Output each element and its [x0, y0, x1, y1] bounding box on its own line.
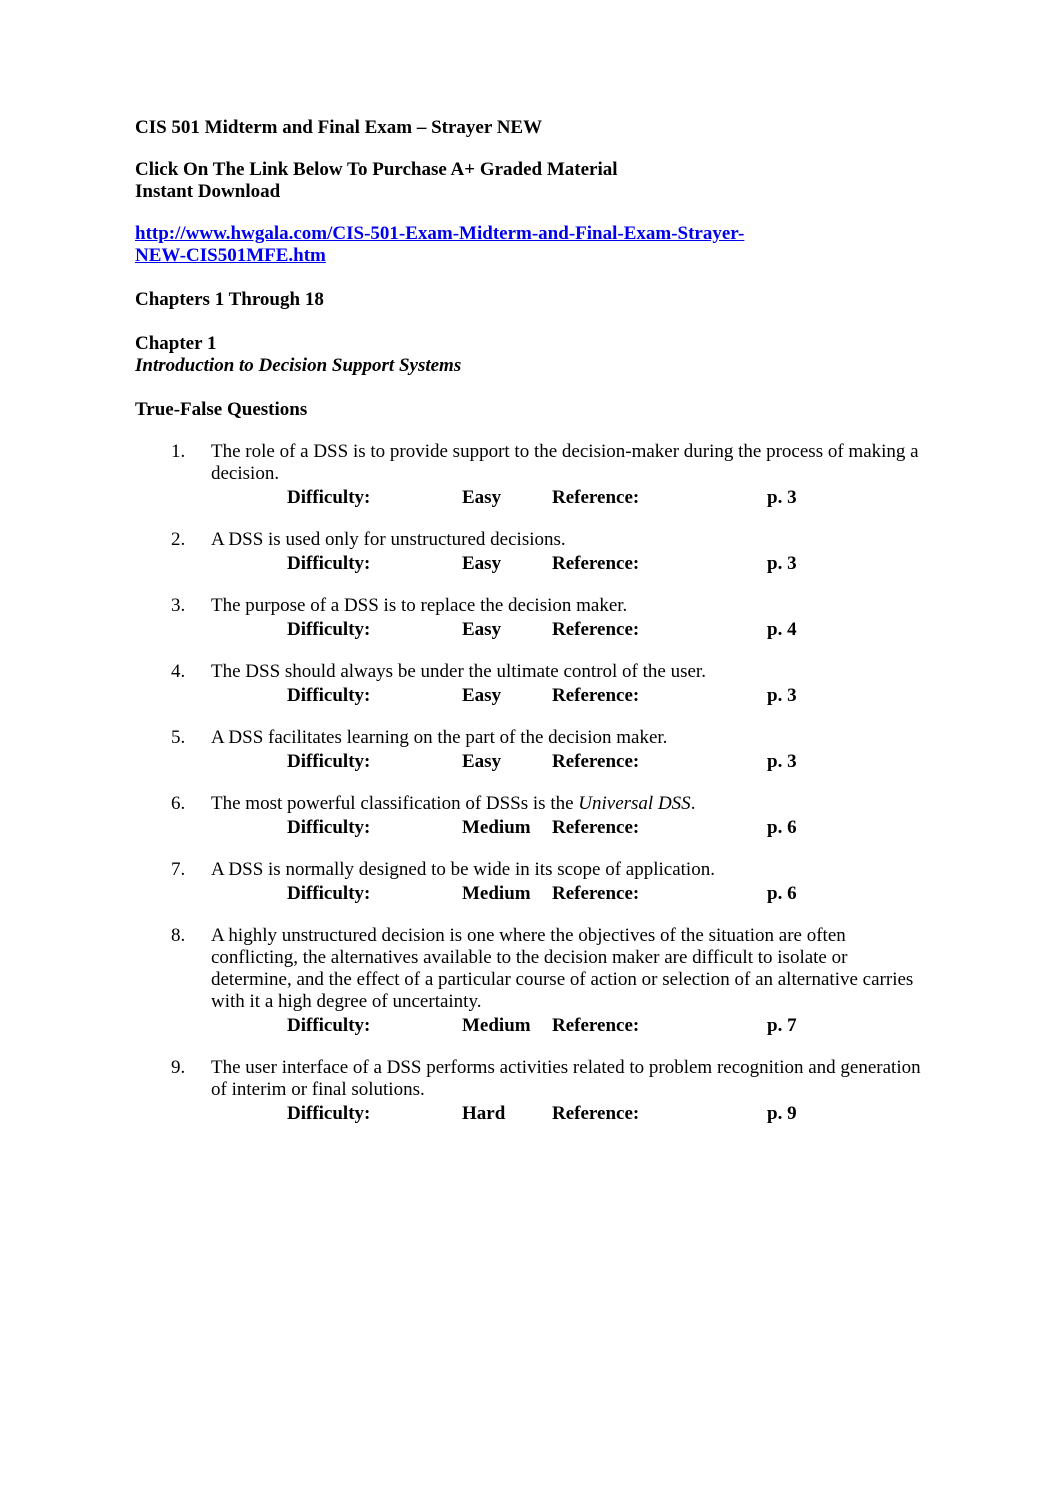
difficulty-label: Difficulty: — [287, 1015, 462, 1037]
question-text: A DSS facilitates learning on the part o… — [211, 727, 923, 749]
question-meta: Difficulty:EasyReference:p. 3 — [211, 751, 923, 773]
document-page: CIS 501 Midterm and Final Exam – Strayer… — [0, 0, 1058, 1497]
question-number: 3. — [135, 595, 211, 641]
reference-value: p. 4 — [767, 619, 827, 641]
question-body: A DSS is used only for unstructured deci… — [211, 529, 923, 575]
true-false-heading: True-False Questions — [135, 399, 923, 421]
difficulty-label: Difficulty: — [287, 751, 462, 773]
question-number: 9. — [135, 1057, 211, 1125]
question-text: The role of a DSS is to provide support … — [211, 441, 923, 485]
question-text: The DSS should always be under the ultim… — [211, 661, 923, 683]
question-meta: Difficulty:EasyReference:p. 3 — [211, 685, 923, 707]
question-meta: Difficulty:MediumReference:p. 6 — [211, 883, 923, 905]
link-block: http://www.hwgala.com/CIS-501-Exam-Midte… — [135, 223, 923, 267]
question-text: A DSS is used only for unstructured deci… — [211, 529, 923, 551]
question-number: 1. — [135, 441, 211, 509]
question-number: 2. — [135, 529, 211, 575]
question-text-post: . — [691, 793, 696, 814]
questions-list: 1.The role of a DSS is to provide suppor… — [135, 441, 923, 1125]
question-text-italic: Universal DSS — [578, 793, 690, 814]
question-item: 7.A DSS is normally designed to be wide … — [135, 859, 923, 905]
difficulty-label: Difficulty: — [287, 487, 462, 509]
question-body: A highly unstructured decision is one wh… — [211, 925, 923, 1037]
question-item: 3.The purpose of a DSS is to replace the… — [135, 595, 923, 641]
question-meta: Difficulty:MediumReference:p. 6 — [211, 817, 923, 839]
reference-value: p. 3 — [767, 751, 827, 773]
difficulty-value: Easy — [462, 619, 552, 641]
question-body: A DSS is normally designed to be wide in… — [211, 859, 923, 905]
reference-value: p. 3 — [767, 685, 827, 707]
difficulty-value: Medium — [462, 817, 552, 839]
question-number: 5. — [135, 727, 211, 773]
question-text: The user interface of a DSS performs act… — [211, 1057, 923, 1101]
question-body: The user interface of a DSS performs act… — [211, 1057, 923, 1125]
difficulty-label: Difficulty: — [287, 553, 462, 575]
question-body: The most powerful classification of DSSs… — [211, 793, 923, 839]
reference-label: Reference: — [552, 685, 767, 707]
question-item: 9.The user interface of a DSS performs a… — [135, 1057, 923, 1125]
purchase-link-line-2[interactable]: NEW-CIS501MFE.htm — [135, 245, 326, 266]
purchase-link-line-1[interactable]: http://www.hwgala.com/CIS-501-Exam-Midte… — [135, 223, 744, 244]
question-item: 6.The most powerful classification of DS… — [135, 793, 923, 839]
question-text: The most powerful classification of DSSs… — [211, 793, 923, 815]
difficulty-value: Easy — [462, 751, 552, 773]
question-text: A DSS is normally designed to be wide in… — [211, 859, 923, 881]
question-text: A highly unstructured decision is one wh… — [211, 925, 923, 1013]
question-body: The DSS should always be under the ultim… — [211, 661, 923, 707]
reference-label: Reference: — [552, 553, 767, 575]
reference-value: p. 7 — [767, 1015, 827, 1037]
chapter-number: Chapter 1 — [135, 333, 923, 355]
difficulty-value: Easy — [462, 487, 552, 509]
question-meta: Difficulty:EasyReference:p. 3 — [211, 487, 923, 509]
difficulty-label: Difficulty: — [287, 1103, 462, 1125]
subtitle-line-1: Click On The Link Below To Purchase A+ G… — [135, 159, 923, 181]
difficulty-label: Difficulty: — [287, 685, 462, 707]
question-number: 7. — [135, 859, 211, 905]
difficulty-value: Medium — [462, 1015, 552, 1037]
question-number: 6. — [135, 793, 211, 839]
question-item: 1.The role of a DSS is to provide suppor… — [135, 441, 923, 509]
question-body: The purpose of a DSS is to replace the d… — [211, 595, 923, 641]
question-meta: Difficulty:MediumReference:p. 7 — [211, 1015, 923, 1037]
reference-label: Reference: — [552, 619, 767, 641]
question-item: 2.A DSS is used only for unstructured de… — [135, 529, 923, 575]
reference-value: p. 6 — [767, 817, 827, 839]
chapter-title: Introduction to Decision Support Systems — [135, 355, 923, 377]
question-meta: Difficulty:EasyReference:p. 3 — [211, 553, 923, 575]
reference-value: p. 3 — [767, 487, 827, 509]
reference-label: Reference: — [552, 1103, 767, 1125]
reference-label: Reference: — [552, 817, 767, 839]
difficulty-label: Difficulty: — [287, 883, 462, 905]
reference-value: p. 6 — [767, 883, 827, 905]
document-title: CIS 501 Midterm and Final Exam – Strayer… — [135, 117, 923, 139]
chapters-range: Chapters 1 Through 18 — [135, 289, 923, 311]
reference-label: Reference: — [552, 883, 767, 905]
question-item: 4.The DSS should always be under the ult… — [135, 661, 923, 707]
question-item: 5.A DSS facilitates learning on the part… — [135, 727, 923, 773]
question-number: 8. — [135, 925, 211, 1037]
reference-value: p. 3 — [767, 553, 827, 575]
reference-label: Reference: — [552, 1015, 767, 1037]
question-text-pre: The most powerful classification of DSSs… — [211, 793, 578, 814]
question-number: 4. — [135, 661, 211, 707]
reference-label: Reference: — [552, 751, 767, 773]
difficulty-value: Easy — [462, 553, 552, 575]
difficulty-label: Difficulty: — [287, 619, 462, 641]
question-text: The purpose of a DSS is to replace the d… — [211, 595, 923, 617]
question-meta: Difficulty:EasyReference:p. 4 — [211, 619, 923, 641]
reference-label: Reference: — [552, 487, 767, 509]
question-body: A DSS facilitates learning on the part o… — [211, 727, 923, 773]
difficulty-value: Hard — [462, 1103, 552, 1125]
difficulty-value: Medium — [462, 883, 552, 905]
question-meta: Difficulty:HardReference:p. 9 — [211, 1103, 923, 1125]
difficulty-label: Difficulty: — [287, 817, 462, 839]
subtitle-line-2: Instant Download — [135, 181, 923, 203]
reference-value: p. 9 — [767, 1103, 827, 1125]
question-body: The role of a DSS is to provide support … — [211, 441, 923, 509]
question-item: 8.A highly unstructured decision is one … — [135, 925, 923, 1037]
difficulty-value: Easy — [462, 685, 552, 707]
